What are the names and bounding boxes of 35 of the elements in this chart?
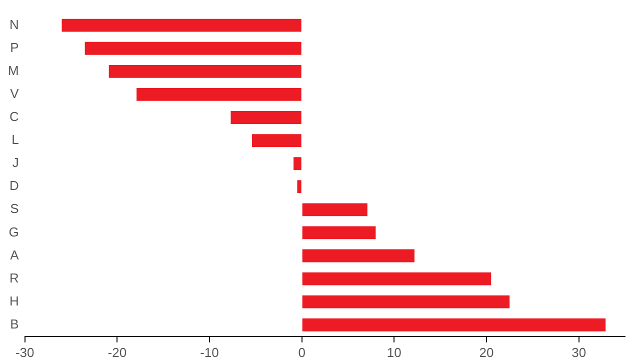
bar bbox=[62, 18, 302, 32]
x-tick-label: -30 bbox=[15, 344, 34, 360]
y-tick-label: J bbox=[12, 155, 19, 170]
x-tick-label: 30 bbox=[572, 344, 586, 360]
x-tick-label: 10 bbox=[386, 344, 402, 360]
bar bbox=[297, 180, 302, 194]
y-tick-label: N bbox=[9, 16, 19, 32]
y-tick-label: C bbox=[9, 109, 19, 124]
y-tick-label: V bbox=[10, 86, 20, 102]
y-tick-label: S bbox=[10, 201, 20, 216]
bar bbox=[136, 88, 302, 101]
bar bbox=[302, 295, 510, 308]
bar bbox=[302, 203, 368, 216]
y-tick-label: R bbox=[9, 270, 19, 286]
y-tick-label: H bbox=[9, 293, 19, 308]
bar bbox=[84, 42, 302, 55]
y-tick-label: A bbox=[10, 247, 20, 262]
bar bbox=[302, 249, 414, 262]
bar bbox=[302, 226, 376, 240]
y-tick-label: P bbox=[10, 40, 19, 55]
bar bbox=[302, 272, 492, 286]
y-tick-label: D bbox=[9, 178, 19, 194]
bar bbox=[252, 134, 302, 147]
x-tick-label: 0 bbox=[298, 344, 306, 360]
y-tick-label: G bbox=[8, 224, 19, 240]
y-tick-label: M bbox=[8, 62, 19, 78]
x-tick-label: 20 bbox=[479, 344, 494, 360]
y-tick-label: L bbox=[12, 132, 19, 148]
y-tick-label: B bbox=[10, 316, 19, 332]
bar bbox=[230, 111, 302, 124]
bar bbox=[294, 157, 302, 170]
bar bbox=[108, 64, 302, 78]
x-tick-label: -10 bbox=[200, 344, 219, 360]
bar bbox=[302, 318, 606, 332]
x-tick-label: -20 bbox=[108, 344, 127, 360]
